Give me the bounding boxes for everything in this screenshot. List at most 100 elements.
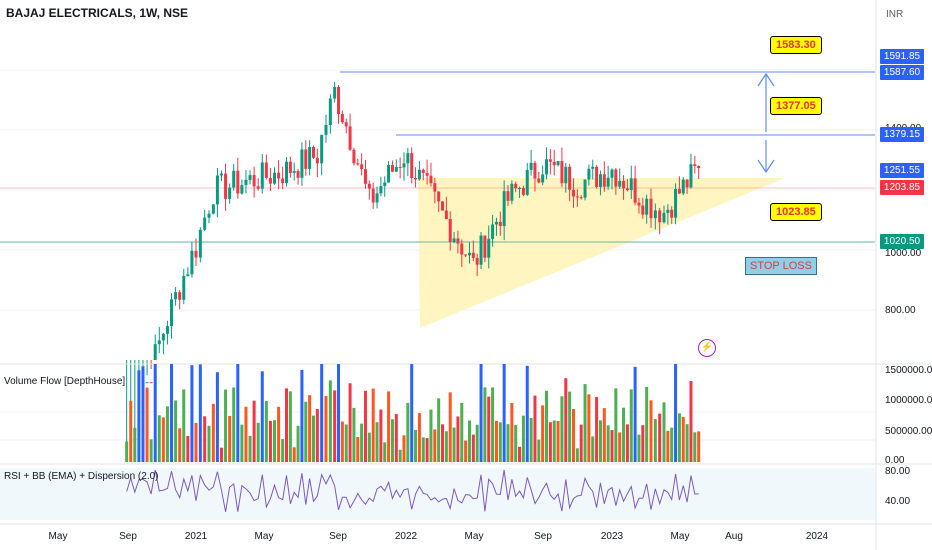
volume-bar (583, 384, 587, 462)
candle-body (390, 164, 394, 172)
candle-body (417, 169, 421, 180)
candle-body (670, 209, 674, 218)
volume-bar (240, 424, 244, 462)
target-callout-1377[interactable]: 1377.05 (770, 97, 822, 115)
volume-bar (194, 422, 198, 462)
volume-bar (533, 395, 537, 462)
volume-bar (219, 447, 223, 462)
volume-bar (296, 425, 300, 462)
candle-body (165, 326, 169, 334)
time-axis-label: Sep (119, 531, 137, 542)
volume-bar (137, 370, 141, 462)
candle-body (448, 219, 452, 242)
candle-body (425, 172, 429, 176)
volume-bar (666, 430, 670, 462)
volume-bar (348, 383, 352, 462)
volume-bar (232, 387, 236, 462)
rsi-indicator-label[interactable]: RSI + BB (EMA) + Dispersion (2.0) (4, 471, 159, 482)
candle-body (598, 174, 602, 187)
volume-bar (367, 432, 371, 462)
candle-body (248, 175, 252, 180)
candle-body (273, 172, 277, 184)
volume-bar (610, 430, 614, 462)
candle-body (324, 125, 328, 135)
volume-bar (579, 424, 583, 462)
volume-bar (564, 378, 568, 462)
candle-body (352, 149, 356, 164)
volume-bar (224, 389, 228, 462)
volume-bar (552, 420, 556, 462)
volume-bar (161, 417, 165, 462)
volume-bar (190, 365, 194, 462)
volume-bar (429, 409, 433, 462)
volume-bar (360, 423, 364, 462)
volume-bar (153, 364, 157, 462)
volume-bar (375, 422, 379, 462)
candle-body (677, 188, 681, 194)
candle-body (602, 174, 606, 187)
volume-bar (633, 366, 637, 462)
volume-bar (460, 402, 464, 462)
volume-bar (658, 413, 662, 462)
volume-bar (268, 420, 272, 462)
volume-bar (352, 407, 356, 462)
volume-bar (452, 427, 456, 462)
target-callout-1583[interactable]: 1583.30 (770, 36, 822, 54)
candle-body (521, 187, 525, 195)
candle-body (219, 173, 223, 176)
candle-body (198, 229, 202, 258)
candle-body (622, 180, 626, 189)
volume-bar (288, 391, 292, 462)
candlestick-series (125, 81, 701, 461)
volume-bar (281, 439, 285, 462)
candle-body (232, 170, 236, 188)
candle-body (658, 210, 662, 223)
volume-bar (363, 390, 367, 462)
volume-bar (421, 437, 425, 462)
candle-body (277, 172, 281, 179)
volume-bar (548, 422, 552, 462)
candle-body (537, 178, 541, 183)
candle-body (228, 187, 232, 199)
volume-bar (340, 421, 344, 462)
volume-bar (483, 387, 487, 462)
volume-bar (145, 387, 149, 462)
candle-body (456, 238, 460, 244)
volume-bar (545, 390, 549, 462)
candle-body (487, 238, 491, 258)
volume-bar (502, 364, 506, 462)
volume-bar (571, 409, 575, 462)
volume-bar (444, 431, 448, 462)
lightning-icon[interactable]: ⚡ (698, 339, 716, 357)
candle-body (379, 186, 383, 194)
volume-bar (252, 400, 256, 462)
candle-body (437, 191, 441, 202)
support-callout-1023[interactable]: 1023.85 (770, 203, 822, 221)
volume-bar (410, 364, 414, 462)
volume-bar (662, 402, 666, 462)
volume-indicator-label[interactable]: Volume Flow [DepthHouse] (4, 376, 126, 387)
volume-bar (260, 371, 264, 462)
candle-body (575, 196, 579, 198)
candle-body (268, 177, 272, 184)
candle-body (579, 197, 583, 199)
candle-body (614, 169, 618, 187)
candle-body (467, 252, 471, 256)
volume-bar (670, 427, 674, 462)
candle-body (360, 164, 364, 170)
volume-bar (518, 446, 522, 462)
stop-loss-label[interactable]: STOP LOSS (745, 257, 817, 275)
candle-body (685, 179, 689, 188)
candle-body (674, 188, 678, 218)
time-axis-label: 2021 (184, 531, 208, 542)
volume-bar (645, 386, 649, 462)
volume-bar (622, 407, 626, 462)
volume-bar (606, 425, 610, 462)
candle-body (625, 188, 629, 191)
volume-bar (406, 402, 410, 462)
current-price-tag: 1203.85 (880, 180, 924, 195)
volume-bar (337, 364, 341, 462)
volume-bar (677, 413, 681, 462)
currency-label: INR (886, 9, 904, 20)
